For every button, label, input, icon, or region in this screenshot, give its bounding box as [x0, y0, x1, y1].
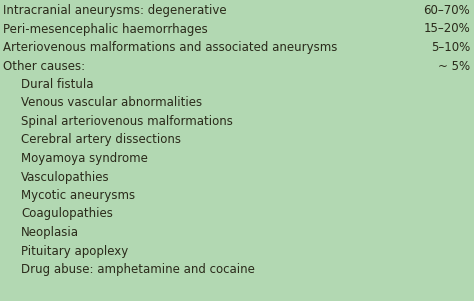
Text: Pituitary apoplexy: Pituitary apoplexy [21, 244, 128, 257]
Text: Mycotic aneurysms: Mycotic aneurysms [21, 189, 135, 202]
Text: Spinal arteriovenous malformations: Spinal arteriovenous malformations [21, 115, 233, 128]
Text: Venous vascular abnormalities: Venous vascular abnormalities [21, 97, 202, 110]
Text: Vasculopathies: Vasculopathies [21, 170, 109, 184]
Text: Drug abuse: amphetamine and cocaine: Drug abuse: amphetamine and cocaine [21, 263, 255, 276]
Text: Peri-mesencephalic haemorrhages: Peri-mesencephalic haemorrhages [3, 23, 208, 36]
Text: Neoplasia: Neoplasia [21, 226, 79, 239]
Text: Other causes:: Other causes: [3, 60, 85, 73]
Text: Dural fistula: Dural fistula [21, 78, 93, 91]
Text: Cerebral artery dissections: Cerebral artery dissections [21, 134, 181, 147]
Text: Coagulopathies: Coagulopathies [21, 207, 113, 221]
Text: Arteriovenous malformations and associated aneurysms: Arteriovenous malformations and associat… [3, 41, 337, 54]
Text: 5–10%: 5–10% [431, 41, 470, 54]
Text: Moyamoya syndrome: Moyamoya syndrome [21, 152, 148, 165]
Text: 15–20%: 15–20% [423, 23, 470, 36]
Text: Intracranial aneurysms: degenerative: Intracranial aneurysms: degenerative [3, 4, 227, 17]
Text: ~ 5%: ~ 5% [438, 60, 470, 73]
Text: 60–70%: 60–70% [423, 4, 470, 17]
